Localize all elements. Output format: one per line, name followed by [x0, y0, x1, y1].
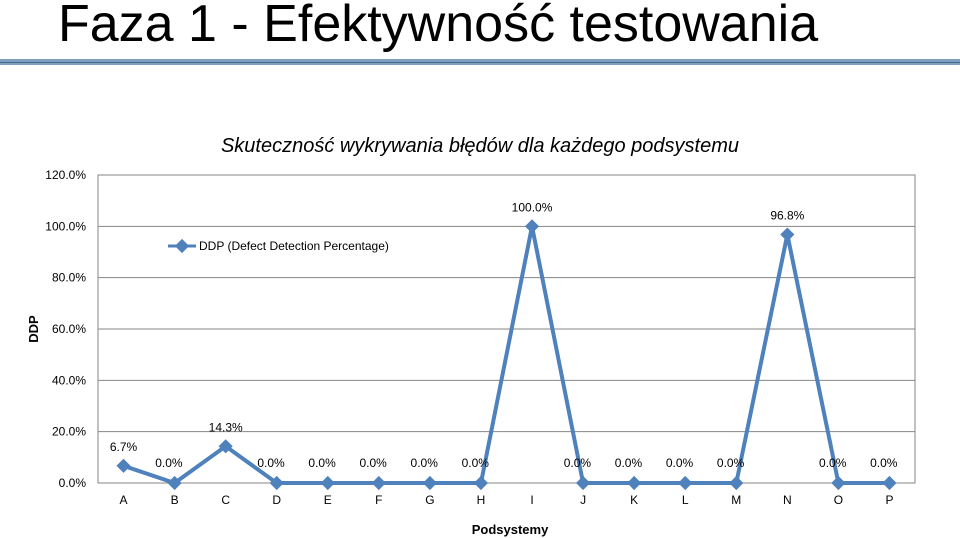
data-label: 0.0% — [257, 456, 285, 470]
data-point — [167, 475, 182, 491]
data-label: 0.0% — [411, 456, 439, 470]
data-point — [320, 475, 335, 491]
data-point — [524, 219, 540, 234]
data-label: 100.0% — [512, 200, 553, 214]
title-divider-line — [0, 62, 960, 63]
x-tick-label: C — [221, 493, 230, 507]
x-tick-label: B — [171, 493, 179, 507]
data-point — [576, 475, 591, 491]
series-line — [122, 224, 890, 485]
data-point — [729, 475, 744, 491]
y-axis-title: DDP — [26, 315, 41, 343]
x-tick-label: H — [477, 493, 486, 507]
data-label: 0.0% — [359, 456, 387, 470]
legend-marker-swatch — [174, 238, 190, 254]
y-tick-label: 80.0% — [52, 271, 86, 285]
x-tick-label: J — [580, 493, 586, 507]
x-tick-label: D — [272, 493, 281, 507]
data-label: 0.0% — [717, 456, 745, 470]
x-tick-label: G — [425, 493, 434, 507]
x-tick-label: L — [682, 493, 689, 507]
data-label: 0.0% — [564, 456, 592, 470]
data-point — [627, 475, 642, 491]
slide-title: Faza 1 - Efektywność testowania — [58, 0, 819, 53]
data-label: 14.3% — [209, 420, 243, 434]
y-tick-label: 0.0% — [59, 476, 87, 490]
data-label: 96.8% — [770, 209, 804, 223]
data-point — [831, 475, 846, 491]
legend-label: DDP (Defect Detection Percentage) — [199, 239, 389, 253]
x-tick-label: P — [885, 493, 893, 507]
y-tick-label: 20.0% — [52, 425, 86, 439]
data-point — [780, 227, 795, 242]
plot-border — [97, 174, 916, 484]
x-tick-label: K — [630, 493, 638, 507]
y-axis-ticks: 0.0% 20.0% 40.0% 60.0% 80.0% 100.0% 120.0% — [45, 168, 86, 490]
data-label: 0.0% — [870, 456, 898, 470]
x-axis-title: Podsystemy — [472, 522, 549, 537]
data-point — [269, 475, 284, 491]
x-tick-label: A — [120, 493, 128, 507]
legend: DDP (Defect Detection Percentage) — [168, 238, 389, 254]
x-tick-label: I — [530, 493, 533, 507]
x-tick-label: F — [375, 493, 382, 507]
y-tick-label: 100.0% — [45, 219, 86, 233]
x-tick-label: O — [834, 493, 843, 507]
chart-title: Skuteczność wykrywania błędów dla każdeg… — [221, 135, 739, 157]
data-label: 0.0% — [666, 456, 694, 470]
data-label: 0.0% — [308, 456, 336, 470]
y-tick-label: 40.0% — [52, 373, 86, 387]
y-tick-label: 120.0% — [45, 168, 86, 182]
y-tick-label: 60.0% — [52, 322, 86, 336]
data-label: 0.0% — [462, 456, 490, 470]
series-layer — [116, 219, 897, 491]
gridlines — [98, 225, 915, 433]
data-point — [422, 475, 437, 491]
x-tick-label: M — [731, 493, 741, 507]
x-tick-label: E — [324, 493, 332, 507]
x-axis-ticks: A B C D E F G H I J K L M N O P — [120, 493, 894, 507]
x-tick-label: N — [783, 493, 792, 507]
plot-area — [97, 174, 916, 484]
data-point — [116, 458, 131, 473]
data-point — [218, 439, 233, 454]
data-point — [371, 475, 386, 491]
data-point — [473, 475, 489, 491]
data-point — [882, 475, 897, 491]
data-label: 0.0% — [615, 456, 643, 470]
data-label: 0.0% — [155, 456, 183, 470]
data-label: 6.7% — [110, 440, 138, 454]
data-label: 0.0% — [819, 456, 847, 470]
data-labels: 6.7% 0.0% 14.3% 0.0% 0.0% 0.0% 0.0% 0.0% 100.0% 0… — [110, 200, 898, 470]
data-point — [678, 475, 693, 491]
